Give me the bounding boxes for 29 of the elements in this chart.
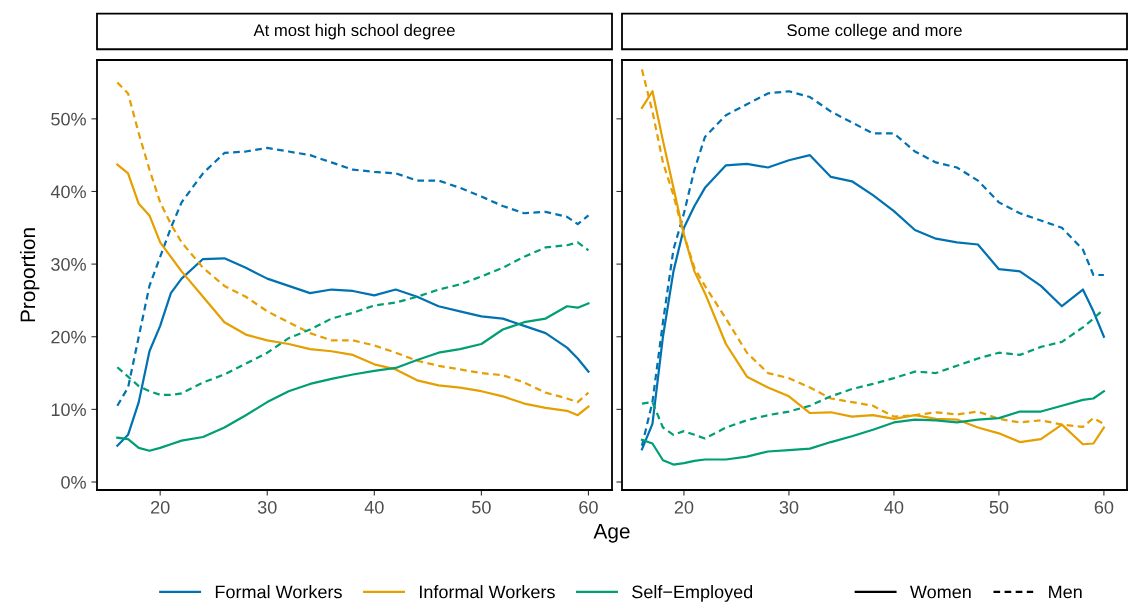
chart-title: At most high school degree [253, 23, 455, 40]
legend-label: Informal Workers [419, 585, 555, 599]
y-tick-label: 30% [51, 258, 86, 271]
line-series [116, 257, 590, 447]
y-tick-label: 50% [51, 112, 86, 126]
text: Women [909, 585, 971, 599]
y-tick-label: 10% [51, 403, 86, 417]
y-tick-label: 0% [61, 475, 86, 489]
x-tick-label: 30 [779, 500, 799, 514]
legend-label: Self−Employed [632, 585, 753, 602]
x-tick-label: 30 [257, 500, 277, 514]
y-axis-title: Proportion [19, 228, 40, 322]
y-tick-label: 40% [50, 185, 86, 199]
x-tick-label: 20 [674, 500, 694, 514]
x-axis-title: Age [593, 524, 630, 543]
legend-label: Formal Workers [215, 585, 342, 599]
x-tick-label: 50 [472, 500, 491, 514]
line-series [116, 241, 590, 396]
x-tick-label: 20 [151, 500, 170, 514]
x-tick-label: 40 [884, 500, 904, 514]
x-tick-label: 60 [579, 500, 598, 514]
chart-title: Some college and more [787, 23, 962, 40]
y-tick-label: 20% [51, 330, 86, 344]
text: Men [1049, 585, 1082, 599]
x-tick-label: 60 [1094, 500, 1114, 514]
x-tick-label: 50 [989, 500, 1009, 514]
line-series [116, 302, 590, 452]
line-series [116, 81, 590, 404]
x-tick-label: 40 [364, 500, 384, 514]
